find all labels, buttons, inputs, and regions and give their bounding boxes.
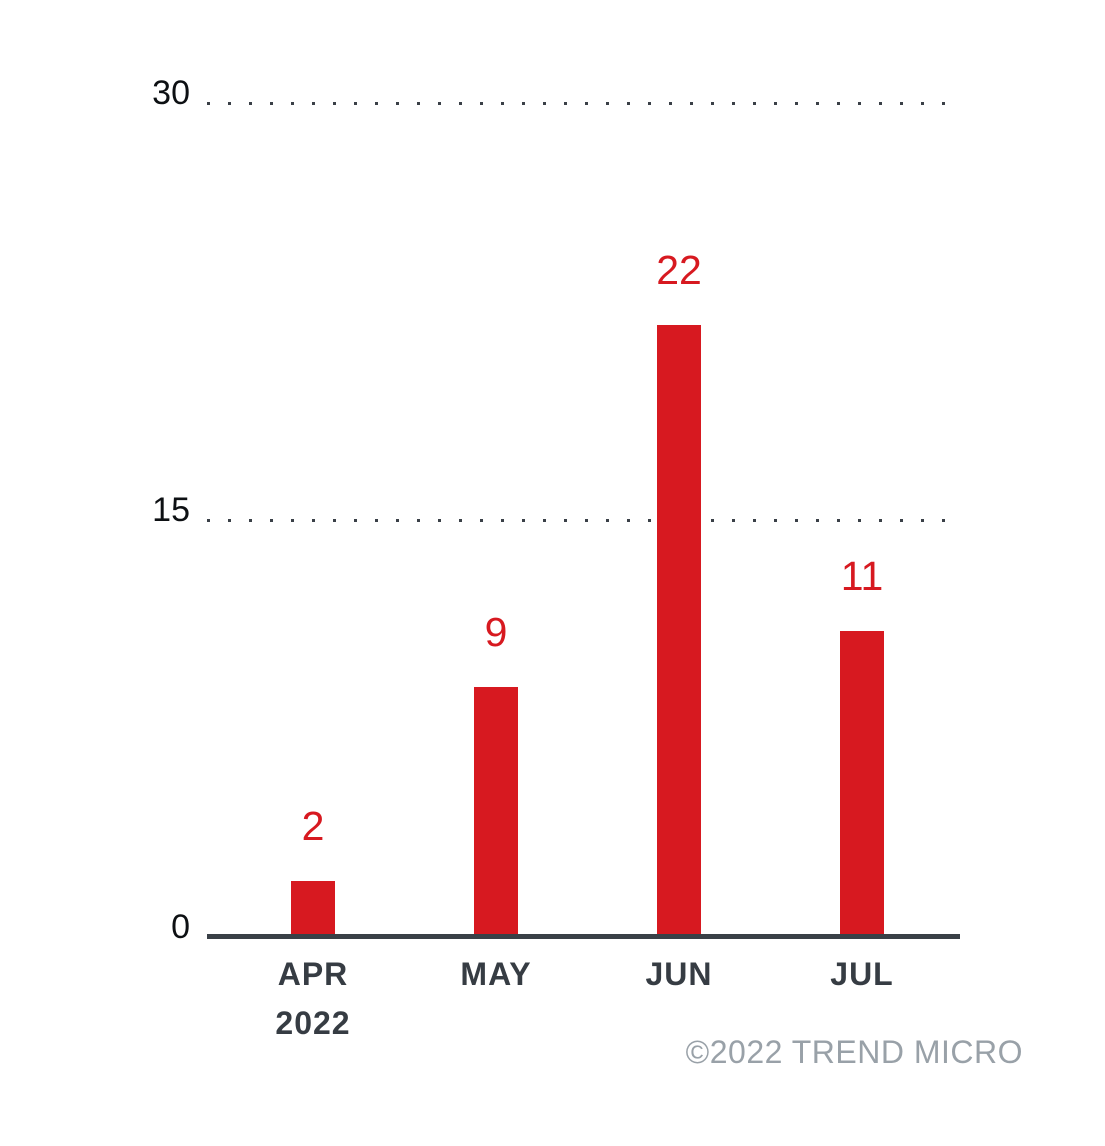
y-tick-label-30: 30 (152, 74, 190, 112)
y-tick-label-15: 15 (152, 491, 190, 529)
bar-jun (657, 325, 701, 937)
bar-jul (840, 631, 884, 937)
gridline-15 (207, 519, 960, 522)
bar-value-label-jun: 22 (656, 247, 702, 294)
bar-value-label-may: 9 (484, 608, 508, 655)
bar-apr-2022 (291, 881, 335, 937)
x-axis-line (207, 934, 960, 939)
x-axis-label-jul: JUL (830, 956, 894, 992)
x-axis-label-may: MAY (460, 956, 532, 992)
bar-value-label-apr-2022: 2 (301, 803, 325, 850)
x-axis-label-apr-2022: APR 2022 (275, 956, 351, 1041)
y-tick-label-0: 0 (171, 908, 190, 946)
bar-may (474, 686, 518, 937)
copyright-text: ©2022 TREND MICRO (685, 1034, 1023, 1070)
x-axis-label-jun: JUN (645, 956, 713, 992)
gridline-30 (207, 102, 960, 105)
bar-value-label-jul: 11 (840, 553, 884, 600)
